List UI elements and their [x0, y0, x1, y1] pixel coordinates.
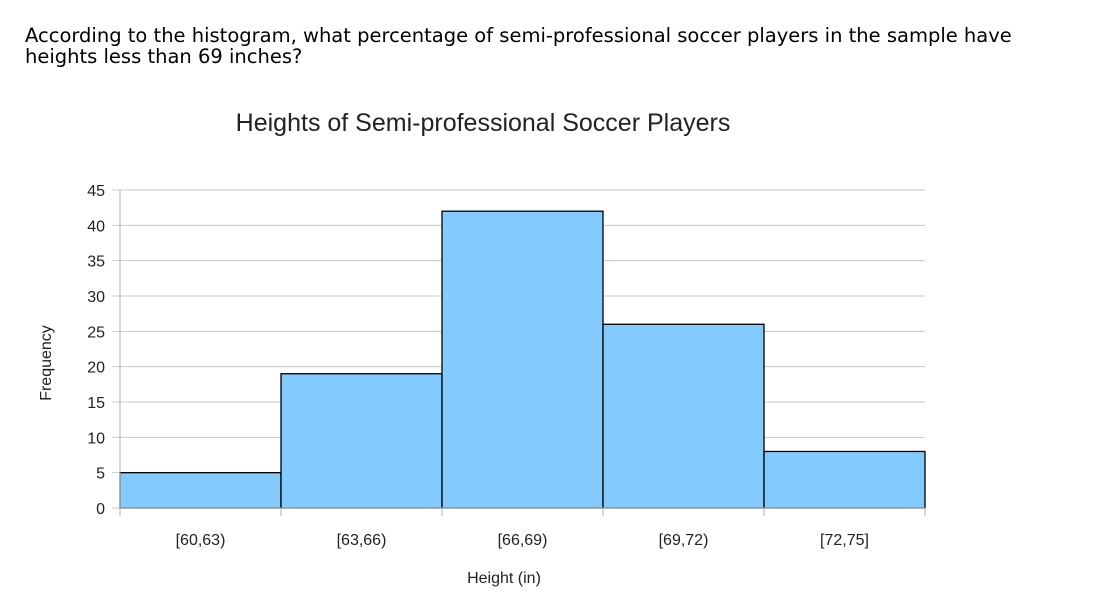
question-text: According to the histogram, what percent… — [25, 24, 1012, 68]
y-tick-label: 0 — [96, 501, 105, 518]
y-tick-label: 35 — [87, 254, 105, 271]
x-tick-label: [66,69) — [498, 532, 548, 549]
y-tick-label: 15 — [87, 395, 105, 412]
chart-title: Heights of Semi-professional Soccer Play… — [236, 109, 731, 137]
histogram-bar — [441, 210, 604, 509]
y-axis-label: Frequency — [38, 325, 55, 401]
x-tick-label: [63,66) — [337, 532, 387, 549]
y-tick-label: 20 — [87, 360, 105, 377]
histogram-bar — [602, 323, 765, 509]
y-tick-label: 5 — [96, 466, 105, 483]
y-tick-labels: 0 5 10 15 20 25 30 35 40 45 — [87, 183, 105, 518]
histogram-bar — [280, 373, 443, 509]
histogram-bar — [763, 450, 926, 509]
y-tick-label: 40 — [87, 218, 105, 235]
x-tick-label: [60,63) — [176, 532, 226, 549]
x-axis-label: Height (in) — [467, 570, 541, 587]
histogram-bar — [119, 472, 282, 509]
bars — [119, 210, 926, 509]
x-tick-label: [69,72) — [659, 532, 709, 549]
y-tick-label: 30 — [87, 289, 105, 306]
y-tick-label: 10 — [87, 430, 105, 447]
x-tick-labels: [60,63) [63,66) [66,69) [69,72) [72,75] — [176, 532, 869, 549]
y-tick-label: 45 — [87, 183, 105, 200]
x-tick-label: [72,75] — [820, 532, 869, 549]
y-tick-label: 25 — [87, 324, 105, 341]
axes — [119, 190, 926, 516]
